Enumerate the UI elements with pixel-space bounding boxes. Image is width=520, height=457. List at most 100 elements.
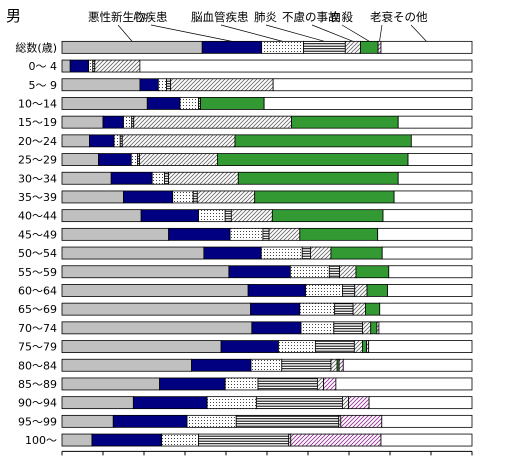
bar-segment [261,40,304,54]
category-label: 80〜84 [18,359,57,372]
bar-segment [198,209,226,223]
legend-entry: 悪性新生物 [88,10,146,42]
bar-segment [299,227,379,241]
bar-segment [139,59,473,73]
bar-segment [397,171,473,185]
bars [61,40,473,447]
leader-line [150,24,233,42]
bar-segment [224,377,259,391]
bar-segment [110,171,153,185]
category-label: 45〜49 [18,228,57,241]
bar-segment [377,40,382,54]
legend-entry: その他 [393,10,428,42]
bar-segment [61,265,230,279]
bar-segment [61,414,114,428]
leader-line [265,24,325,42]
bar-segment [334,302,354,316]
bar-segment [342,396,349,410]
bar-segment [271,209,384,223]
bar-segment [370,321,378,335]
category-label: 20〜24 [18,135,57,148]
bar-segment [250,302,301,316]
category-label: 100〜 [25,434,57,447]
chart-title: 男 [6,7,21,25]
legend-entry: 肺炎 [254,10,325,42]
bar-segment [305,284,343,297]
bar-segment [151,171,165,185]
bar-segment [69,59,90,73]
bar-segment [348,396,370,410]
bar-row [61,358,473,372]
bar-segment [198,433,290,447]
bar-segment [362,321,372,335]
bar-segment [203,246,262,260]
bar-segment [251,321,302,335]
legend-label: 脳血管疾患 [191,10,249,24]
bar-row [61,433,473,447]
bar-segment [382,209,473,223]
bar-segment [91,433,163,447]
bar-segment [410,134,473,148]
bar-segment [102,115,124,129]
bar-segment [61,340,222,353]
category-label: 10〜14 [18,97,57,110]
leader-line [410,24,427,42]
bar-segment [94,59,141,73]
bar-segment [61,153,99,166]
bar-segment [366,284,388,297]
legend-entry: 心疾患 [133,10,233,42]
bar-row [61,134,473,148]
bar-segment [310,246,332,260]
bar-segment [196,190,256,204]
x-axis: 010%20%30%40%50%60%70%80%90%100% [61,450,473,456]
bar-row [61,265,473,279]
bar-segment [61,115,104,129]
bar-segment [170,78,274,92]
bar-segment [61,302,252,316]
bar-segment [61,284,249,297]
bar-row [61,97,473,110]
bar-row [61,190,473,204]
bar-row [61,377,473,391]
bar-segment [301,246,311,260]
bar-segment [314,340,355,353]
bar-segment [289,265,330,279]
bar-segment [397,115,473,129]
bar-segment [229,227,264,241]
bar-segment [362,340,368,353]
bar-segment [61,171,112,185]
leader-line [220,24,283,42]
legend-label: 不慮の事故 [282,10,340,24]
leader-line [117,24,133,42]
bar-row [61,246,473,260]
category-label: 60〜64 [18,284,57,297]
bar-segment [263,97,473,110]
bar-segment [254,190,395,204]
bar-segment [164,171,169,185]
bar-row [61,153,473,166]
category-label: 25〜29 [18,154,57,167]
category-label: 40〜44 [18,210,57,223]
bar-segment [338,358,344,372]
legend-label: 悪性新生物 [88,10,146,24]
legend-label: 肺炎 [254,10,277,24]
bar-segment [172,190,194,204]
bar-segment [323,377,337,391]
bar-segment [333,321,363,335]
category-label: 50〜54 [18,247,57,260]
bar-segment [328,265,340,279]
bar-segment [61,433,93,447]
bar-segment [146,97,181,110]
bar-segment [368,340,473,353]
category-label: 5〜 9 [29,79,58,92]
bar-row [61,171,473,185]
category-label: 0〜 4 [29,60,58,73]
bar-segment [161,433,199,447]
bar-segment [340,414,383,428]
bar-segment [192,190,198,204]
bar-segment [166,78,172,92]
legend-entry: 老衰 [370,10,393,42]
bar-segment [290,433,382,447]
